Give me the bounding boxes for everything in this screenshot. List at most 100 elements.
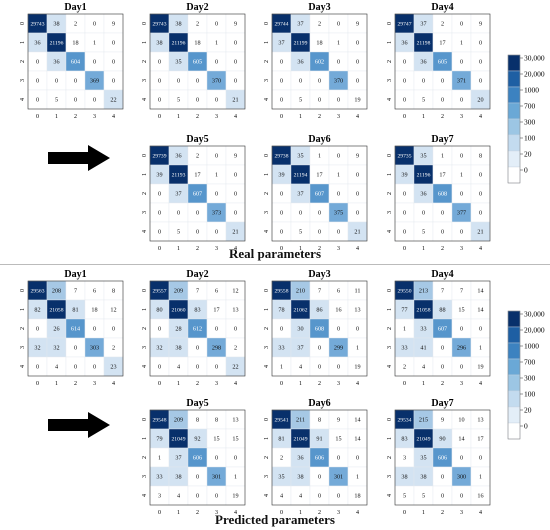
matrix-cell-value: 81 (72, 307, 78, 314)
x-tick-label: 0 (403, 510, 406, 516)
matrix-cell-value: 0 (460, 326, 463, 333)
matrix-cell-value: 606 (438, 455, 447, 462)
matrix-cell-value: 0 (93, 326, 96, 333)
matrix-cell-value: 0 (356, 191, 359, 198)
matrix-cell-value: 21194 (294, 173, 308, 179)
matrix-cell-value: 0 (74, 78, 77, 85)
matrix-cell-value: 15 (458, 307, 464, 314)
matrix-cell-value: 0 (422, 78, 425, 85)
matrix-cell-value: 4 (177, 493, 180, 500)
matrix-cell-value: 4 (299, 493, 302, 500)
matrix-cell-value: 2 (196, 21, 199, 28)
matrix-cell-value: 1 (337, 40, 340, 47)
matrix-cell-value: 18 (316, 40, 322, 47)
matrix-cell-value: 9 (479, 21, 482, 28)
matrix-title: Day1 (64, 2, 86, 13)
matrix-cell-value: 21196 (417, 173, 431, 179)
colorbar-segment (507, 342, 521, 360)
matrix-frame (271, 13, 368, 110)
y-tick-label: 4 (264, 365, 270, 368)
y-tick-label: 0 (264, 154, 270, 157)
matrix-cell-value: 211 (296, 417, 305, 424)
matrix-cell-value: 10 (458, 417, 464, 424)
x-tick-label: 1 (422, 381, 425, 387)
matrix-cell-value: 607 (315, 191, 324, 198)
arrow-icon (48, 412, 110, 438)
matrix-cell-value: 13 (232, 307, 238, 314)
matrix-cell-value: 23 (110, 364, 116, 371)
matrix-cell-value: 0 (280, 97, 283, 104)
matrix-cell-value: 0 (177, 210, 180, 217)
matrix-cell-value: 0 (479, 326, 482, 333)
x-tick-label: 4 (234, 381, 237, 387)
colorbar-tick-label: 0 (524, 422, 528, 431)
matrix-cell-value: 0 (280, 229, 283, 236)
matrix-cell-value: 37 (297, 191, 303, 198)
matrix-cell-value: 12 (232, 288, 238, 295)
colorbar-frame (507, 54, 521, 184)
x-tick-label: 2 (196, 381, 199, 387)
matrix-cell-value: 0 (234, 40, 237, 47)
matrix-cell-value: 0 (234, 59, 237, 66)
colorbar-segment (507, 118, 521, 136)
colorbar-tick-label: 100 (524, 134, 536, 143)
matrix-cell-value: 0 (460, 97, 463, 104)
matrix-cell-value: 0 (356, 455, 359, 462)
matrix-cell-value: 91 (316, 436, 322, 443)
x-tick-label: 2 (196, 246, 199, 252)
matrix-cell-value: 8 (112, 288, 115, 295)
matrix-cell-value: 78 (278, 307, 284, 314)
matrix-cell-value: 7 (441, 288, 444, 295)
colorbar-tick-label: 30,000 (524, 310, 545, 319)
colorbar-tick-label: 20,000 (524, 70, 545, 79)
y-tick-label: 4 (264, 230, 270, 233)
matrix-frame (394, 409, 491, 506)
matrix-cell-value: 8 (318, 417, 321, 424)
matrix-cell-value: 0 (337, 326, 340, 333)
matrix-cell-value: 38 (297, 474, 303, 481)
matrix-cell-value: 35 (297, 153, 303, 160)
matrix-cell-value: 0 (280, 191, 283, 198)
colorbar-tick-label: 700 (524, 102, 536, 111)
x-tick-label: 0 (280, 381, 283, 387)
x-tick-label: 4 (479, 246, 482, 252)
x-tick-label: 3 (337, 381, 340, 387)
colorbar-tick-label: 20,000 (524, 326, 545, 335)
matrix-cell-value: 2 (318, 21, 321, 28)
matrix-cell-value: 18 (91, 307, 97, 314)
y-tick-label: 0 (387, 418, 393, 421)
y-tick-label: 2 (387, 60, 393, 63)
matrix-cell-value: 5 (177, 97, 180, 104)
matrix-cell-value: 4 (299, 364, 302, 371)
matrix-cell-value: 0 (215, 59, 218, 66)
matrix-cell-value: 0 (196, 364, 199, 371)
x-tick-label: 2 (196, 114, 199, 120)
matrix-cell-value: 0 (215, 326, 218, 333)
confusion-matrix-day1: Day1 29743 38 2 0 9 36 21196 18 1 0 0 36 604 0 0 0 0 0 369 0… (20, 2, 124, 120)
matrix-cell-value: 41 (420, 345, 426, 352)
matrix-cell-value: 606 (193, 455, 202, 462)
matrix-cell-value: 21 (477, 229, 483, 236)
matrix-cell-value: 2 (280, 455, 283, 462)
matrix-cell-value: 9 (441, 417, 444, 424)
matrix-cell-value: 0 (280, 59, 283, 66)
matrix-cell-value: 37 (297, 345, 303, 352)
matrix-cell-value: 33 (420, 326, 426, 333)
x-tick-label: 3 (93, 381, 96, 387)
matrix-cell-value: 38 (420, 474, 426, 481)
matrix-cell-value: 29558 (275, 289, 289, 295)
matrix-cell-value: 213 (419, 288, 428, 295)
matrix-cell-value: 0 (196, 474, 199, 481)
x-tick-label: 4 (112, 114, 115, 120)
matrix-cell-value: 92 (194, 436, 200, 443)
matrix-cell-value: 32 (156, 345, 162, 352)
matrix-frame (271, 409, 368, 506)
matrix-cell-value: 21 (354, 229, 360, 236)
matrix-cell-value: 21049 (294, 437, 308, 443)
colorbar-tick-label: 100 (524, 390, 536, 399)
matrix-title: Day7 (431, 398, 453, 409)
x-tick-label: 1 (422, 246, 425, 252)
x-tick-label: 4 (479, 381, 482, 387)
matrix-title: Day4 (431, 2, 453, 13)
